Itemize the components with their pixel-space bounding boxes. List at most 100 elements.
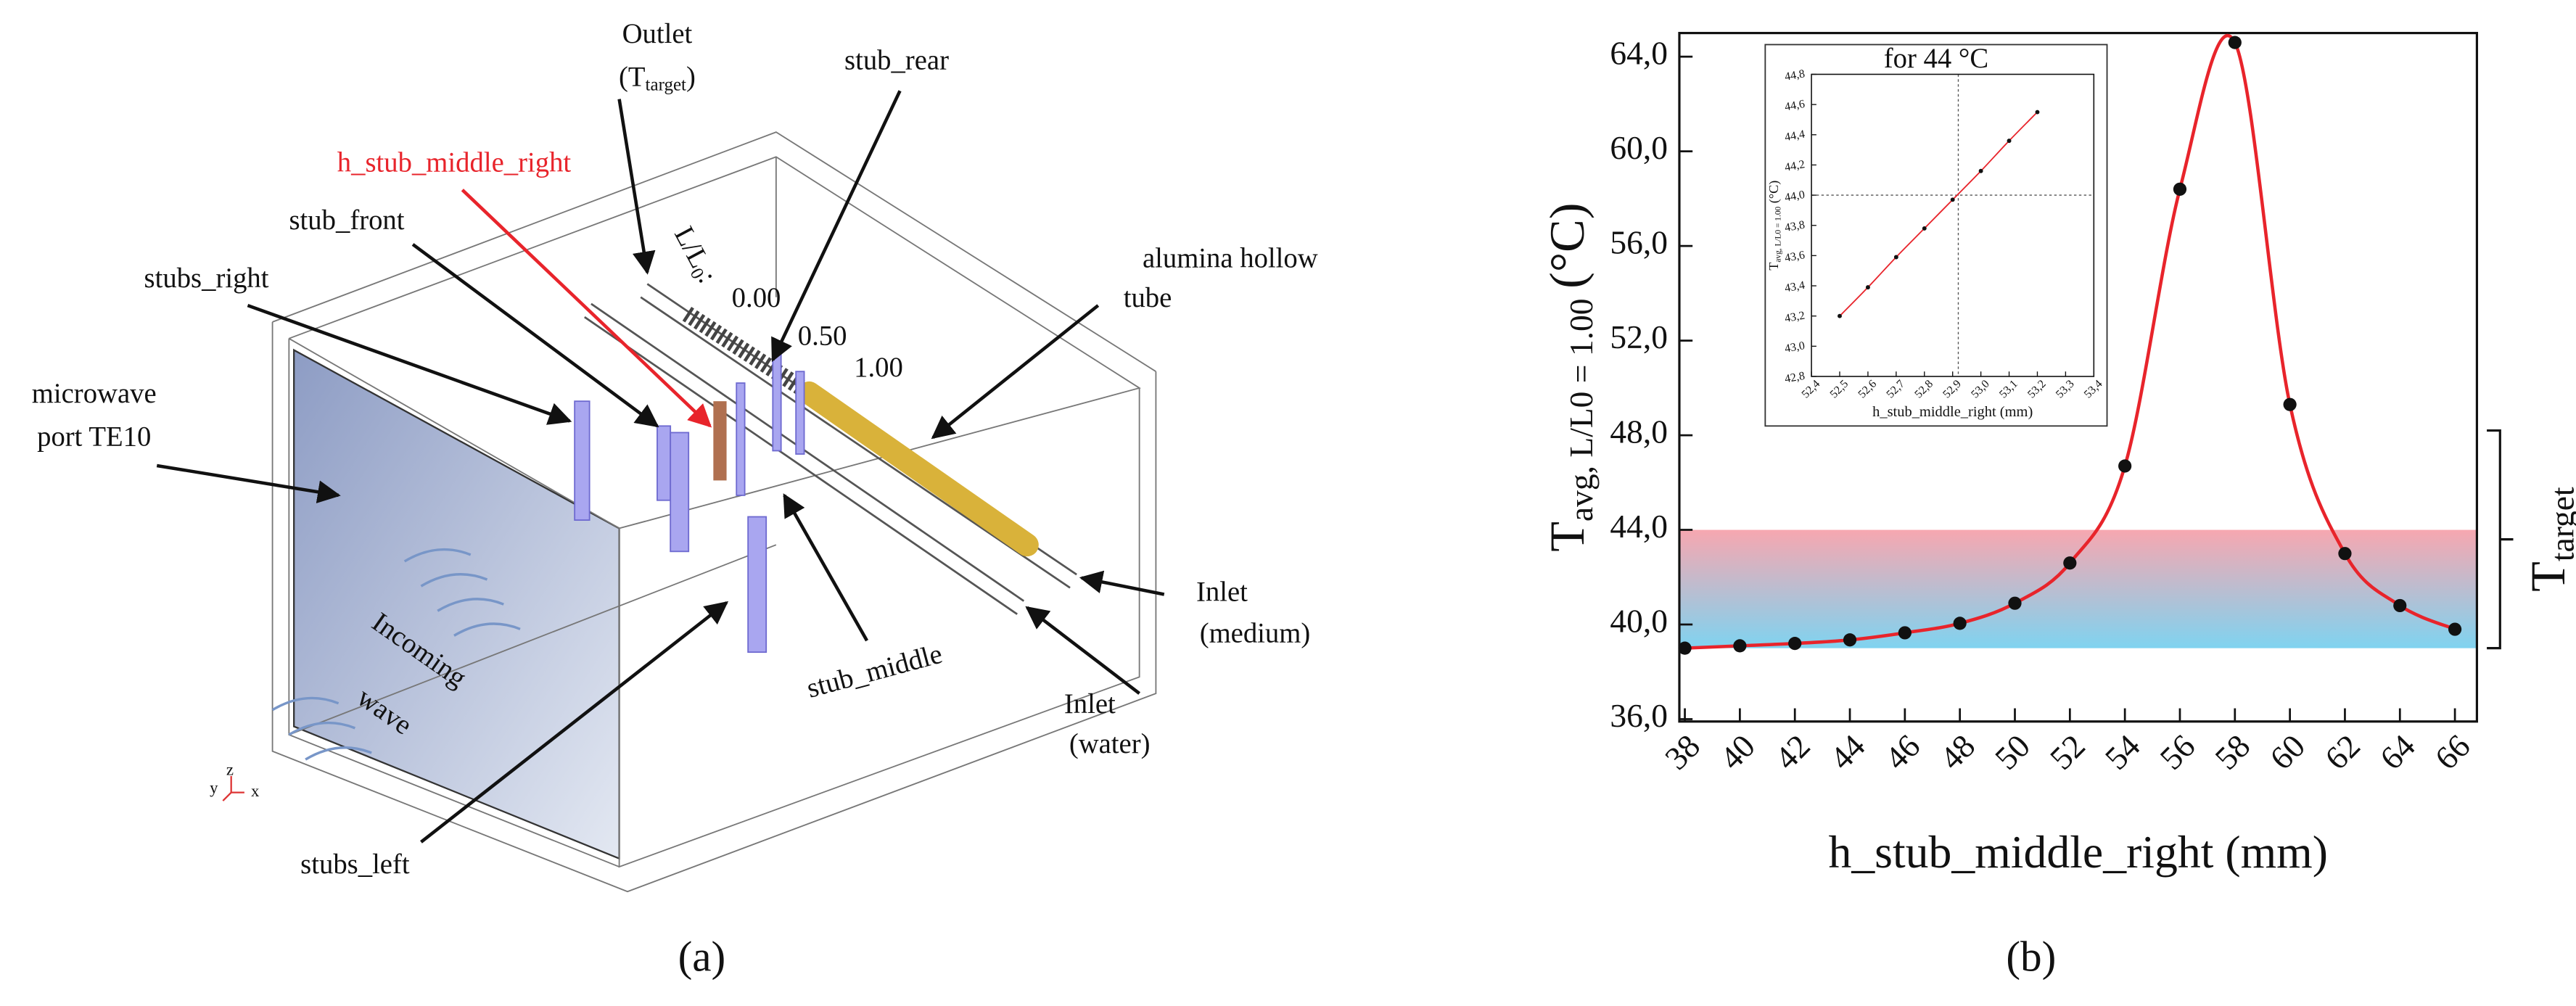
label: stub_rear: [844, 45, 949, 75]
x-tick-label: 64: [2373, 727, 2422, 776]
tube-mesh: [682, 306, 814, 400]
data-point: [1843, 633, 1857, 647]
stubs: [574, 350, 805, 654]
target-band: [1679, 529, 2477, 648]
data-point: [2393, 598, 2407, 613]
panel-label: (b): [2006, 932, 2056, 980]
y-tick-label: 44,2: [1784, 158, 1806, 174]
target-label: T: [2520, 561, 2575, 592]
y-tick-label: 36,0: [1610, 697, 1668, 734]
panel-label: (a): [678, 932, 726, 980]
arrow-stubs-right: [247, 304, 572, 425]
y-tick-label: 56,0: [1610, 224, 1668, 261]
diagram: Outlet (Ttarget) stub_rear h_stub_middle…: [32, 19, 1318, 980]
label: 0.00: [732, 283, 781, 313]
outer-outline: [271, 131, 1157, 893]
label: 1.00: [854, 352, 903, 383]
label: h_stub_middle_right: [337, 148, 572, 178]
x-tick-label: 40: [1713, 727, 1762, 777]
arrow-outlet: [617, 99, 656, 275]
x-tick-label: 50: [1988, 727, 2037, 777]
label: tube: [1124, 283, 1172, 313]
data-point: [1898, 626, 1912, 640]
data-point: [1678, 641, 1692, 655]
data-point: [1953, 617, 1967, 630]
label-sub: target: [646, 75, 687, 94]
arrow-inlet-medium: [1079, 570, 1165, 596]
target-label-sub: target: [2544, 487, 2576, 561]
label: stubs_left: [300, 849, 410, 880]
y-tick-label: 52,0: [1610, 318, 1668, 355]
x-tick-label: 60: [2263, 727, 2312, 777]
label: Inlet: [1064, 689, 1116, 720]
x-tick-label: 44: [1822, 727, 1872, 776]
x-tick-label: 58: [2207, 727, 2257, 777]
arrow-port: [156, 463, 341, 504]
x-axis-label: h_stub_middle_right (mm): [1828, 826, 2327, 878]
data-point: [1733, 639, 1747, 653]
arrow-h-stub: [461, 189, 712, 428]
y-tick-label: 44,6: [1784, 98, 1806, 114]
y-axis-label: T: [1539, 521, 1594, 552]
x-axis-label: h_stub_middle_right (mm): [1872, 404, 2033, 420]
arrow-stub-middle: [783, 493, 869, 642]
inset-chart: 42,8 43,0 43,2 43,4 43,6 43,8 44,0 44,2 44,4 44,6…: [1764, 44, 2108, 427]
arrow-stubs-left: [420, 601, 729, 844]
y-tick-label: 43,2: [1784, 310, 1806, 326]
data-point: [2228, 36, 2242, 49]
label: stub_middle: [804, 639, 946, 704]
x-tick-label: 54: [2097, 727, 2147, 776]
y-tick-label: 44,4: [1784, 128, 1806, 144]
fit-line: [1839, 111, 2038, 317]
x-tick-label: 62: [2318, 727, 2367, 777]
label: Inlet: [1196, 577, 1248, 607]
y-tick-label: 43,8: [1784, 219, 1806, 235]
data-point: [2008, 596, 2022, 610]
data-point: [2007, 139, 2012, 144]
y-tick-label: 40,0: [1610, 602, 1668, 639]
y-tick-label: 43,6: [1784, 249, 1806, 265]
y-tick-label: 43,4: [1784, 279, 1806, 295]
y-tick-label: 48,0: [1610, 413, 1668, 450]
label: ): [686, 62, 696, 92]
axis-label: x: [251, 782, 260, 800]
y-tick-label: 60,0: [1610, 129, 1668, 166]
label: L/L: [668, 222, 715, 273]
axis-label: y: [210, 778, 218, 796]
label: alumina hollow: [1143, 244, 1318, 274]
y-tick-label: 64,0: [1610, 35, 1668, 72]
label: microwave: [32, 379, 157, 409]
plot-frame: [1678, 31, 2479, 723]
target-bracket: [2487, 429, 2514, 650]
data-point: [1788, 637, 1802, 651]
label: Outlet: [622, 19, 693, 49]
label: (Ttarget): [619, 62, 696, 94]
axes-triad: [222, 775, 244, 801]
y-tick-label: 42,8: [1784, 370, 1806, 386]
x-tick-label: 46: [1877, 727, 1927, 777]
data-point: [2283, 397, 2297, 411]
data-point: [1893, 255, 1898, 260]
x-tick-label: 56: [2152, 727, 2202, 777]
data-point: [2338, 547, 2352, 561]
data-point: [1838, 313, 1842, 318]
inset-title: for 44 °C: [1884, 44, 1988, 74]
data-point: [1978, 168, 1983, 173]
stub-middle-right: [713, 401, 727, 481]
label: port TE10: [37, 421, 151, 452]
wave-arrows: [271, 548, 521, 761]
data-point: [2448, 622, 2462, 636]
data-point: [1950, 197, 1955, 202]
target-label: Ttarget: [2520, 487, 2576, 592]
y-axis-label-sub: avg, L/L0 = 1.00: [1563, 299, 1600, 522]
y-axis-label-sub: avg, L/L0 = 1.00: [1774, 206, 1782, 262]
y-axis-label: Tavg, L/L0 = 1.00 (°C): [1539, 203, 1600, 552]
arrow-stub-front: [411, 243, 659, 428]
y-axis-label: Tavg, L/L0 = 1.00 (°C): [1766, 181, 1782, 271]
port-face: [293, 348, 620, 860]
x-tick-label: 42: [1768, 727, 1817, 777]
label: (medium): [1200, 618, 1311, 648]
alumina-tube: [797, 381, 1039, 557]
label: 0.50: [798, 321, 847, 352]
